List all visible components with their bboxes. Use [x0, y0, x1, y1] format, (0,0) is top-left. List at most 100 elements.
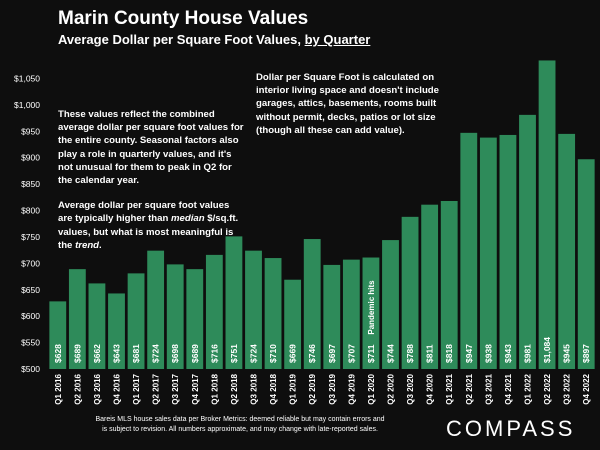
- bar-value-label: $628: [53, 344, 63, 363]
- bar-value-label: $681: [131, 344, 141, 363]
- x-tick-label: Q2 2022: [543, 373, 552, 404]
- source-footnote: Bareis MLS house sales data per Broker M…: [55, 415, 425, 435]
- x-tick-label: Q2 2018: [230, 373, 239, 404]
- bar-value-label: $981: [523, 344, 533, 363]
- bar-value-label: $818: [444, 344, 454, 363]
- bar: [127, 273, 145, 369]
- bar: [499, 134, 517, 369]
- bar-value-label: $788: [405, 344, 415, 363]
- x-tick-label: Q4 2016: [113, 373, 122, 404]
- x-tick-label: Q1 2022: [524, 373, 533, 404]
- bar: [186, 269, 204, 369]
- bar-value-label: $716: [209, 344, 219, 363]
- bar-value-label: $689: [72, 344, 82, 363]
- footnote-line-2: is subject to revision. All numbers appr…: [102, 426, 378, 433]
- bar-value-label: $945: [562, 344, 572, 363]
- bar: [577, 159, 595, 369]
- subtitle-link[interactable]: by Quarter: [304, 32, 371, 47]
- subtitle-text: Average Dollar per Square Foot Values,: [58, 32, 305, 47]
- bar: [303, 239, 321, 369]
- chart-title: Marin County House Values: [58, 8, 309, 29]
- y-tick-label: $900: [21, 153, 40, 163]
- compass-logo: COMPASS: [446, 416, 576, 441]
- x-tick-label: Q4 2021: [504, 373, 513, 404]
- bar: [362, 257, 380, 369]
- bar: [479, 137, 497, 369]
- bar: [460, 132, 478, 369]
- bar: [421, 204, 439, 369]
- bar-value-label: $1,084: [542, 337, 552, 363]
- annotation-label: Pandemic hits: [367, 280, 376, 335]
- note-text: $/sq.ft. values, but what is most meanin…: [58, 213, 239, 251]
- bar-value-label: $938: [483, 344, 493, 363]
- x-tick-label: Q3 2019: [328, 373, 337, 404]
- bar: [225, 236, 243, 369]
- x-tick-label: Q4 2020: [426, 373, 435, 404]
- bar-value-label: $643: [112, 344, 122, 363]
- bar: [245, 250, 262, 369]
- x-tick-label: Q4 2017: [191, 373, 200, 404]
- bar: [342, 259, 360, 369]
- y-tick-label: $600: [21, 311, 40, 321]
- x-tick-label: Q2 2020: [387, 373, 396, 404]
- bar: [538, 60, 556, 369]
- bar-value-label: $943: [503, 344, 513, 363]
- bar: [323, 264, 341, 369]
- note-right: Dollar per Square Foot is calculated on …: [256, 72, 439, 136]
- bar: [264, 258, 282, 369]
- bar-value-label: $897: [581, 344, 591, 363]
- x-tick-label: Q3 2022: [563, 373, 572, 404]
- footnote-line-1: Bareis MLS house sales data per Broker M…: [95, 416, 385, 423]
- bar: [519, 114, 536, 369]
- bar-value-label: $746: [307, 344, 317, 363]
- bar: [166, 264, 184, 369]
- x-tick-label: Q4 2022: [582, 373, 591, 404]
- bar-series: $628 $689 $662 $643 $681 $724 $698 $689 $716 $751…: [49, 60, 595, 369]
- bar-value-label: $707: [346, 344, 356, 363]
- x-tick-label: Q4 2018: [269, 373, 278, 404]
- bar: [147, 250, 165, 369]
- x-tick-label: Q1 2017: [132, 373, 141, 404]
- bar-value-label: $811: [425, 344, 435, 363]
- x-axis: Q1 2016 Q2 2016 Q3 2016 Q4 2016 Q1 2017 Q2 20…: [54, 373, 591, 404]
- x-tick-label: Q2 2021: [465, 373, 474, 404]
- x-tick-label: Q4 2019: [347, 373, 356, 404]
- y-tick-label: $1,050: [14, 73, 40, 83]
- x-tick-label: Q1 2021: [445, 373, 454, 404]
- note-emphasis-trend: trend: [75, 239, 100, 251]
- bar-value-label: $710: [268, 344, 278, 363]
- y-tick-label: $700: [21, 258, 40, 268]
- y-tick-label: $950: [21, 126, 40, 136]
- x-tick-label: Q1 2016: [54, 373, 63, 404]
- x-tick-label: Q1 2020: [367, 373, 376, 404]
- chart-subtitle: Average Dollar per Square Foot Values, b…: [58, 32, 370, 47]
- note-text: Average dollar per square foot values ar…: [58, 200, 230, 225]
- annotations: Pandemic hits: [367, 280, 376, 335]
- x-tick-label: Q1 2018: [210, 373, 219, 404]
- y-tick-label: $750: [21, 232, 40, 242]
- bar: [401, 216, 419, 369]
- x-tick-label: Q3 2020: [406, 373, 415, 404]
- y-tick-label: $650: [21, 285, 40, 295]
- bar: [68, 269, 86, 369]
- bar: [382, 240, 399, 369]
- note-left-paragraph-1: These values reflect the combined averag…: [58, 109, 244, 187]
- bar: [440, 200, 458, 369]
- bar: [558, 133, 576, 369]
- bar: [205, 254, 223, 369]
- bar-value-label: $697: [327, 344, 337, 363]
- x-tick-label: Q2 2019: [308, 373, 317, 404]
- y-tick-label: $850: [21, 179, 40, 189]
- x-tick-label: Q2 2016: [73, 373, 82, 404]
- x-tick-label: Q1 2019: [289, 373, 298, 404]
- x-tick-label: Q3 2017: [171, 373, 180, 404]
- note-emphasis-median: median: [171, 213, 205, 225]
- bar: [284, 279, 302, 369]
- bar-value-label: $751: [229, 344, 239, 363]
- y-tick-label: $1,000: [14, 100, 40, 110]
- bar: [49, 301, 67, 369]
- bar-value-label: $711: [366, 344, 376, 363]
- y-tick-label: $500: [21, 364, 40, 374]
- note-text: .: [99, 239, 102, 251]
- y-tick-label: $800: [21, 206, 40, 216]
